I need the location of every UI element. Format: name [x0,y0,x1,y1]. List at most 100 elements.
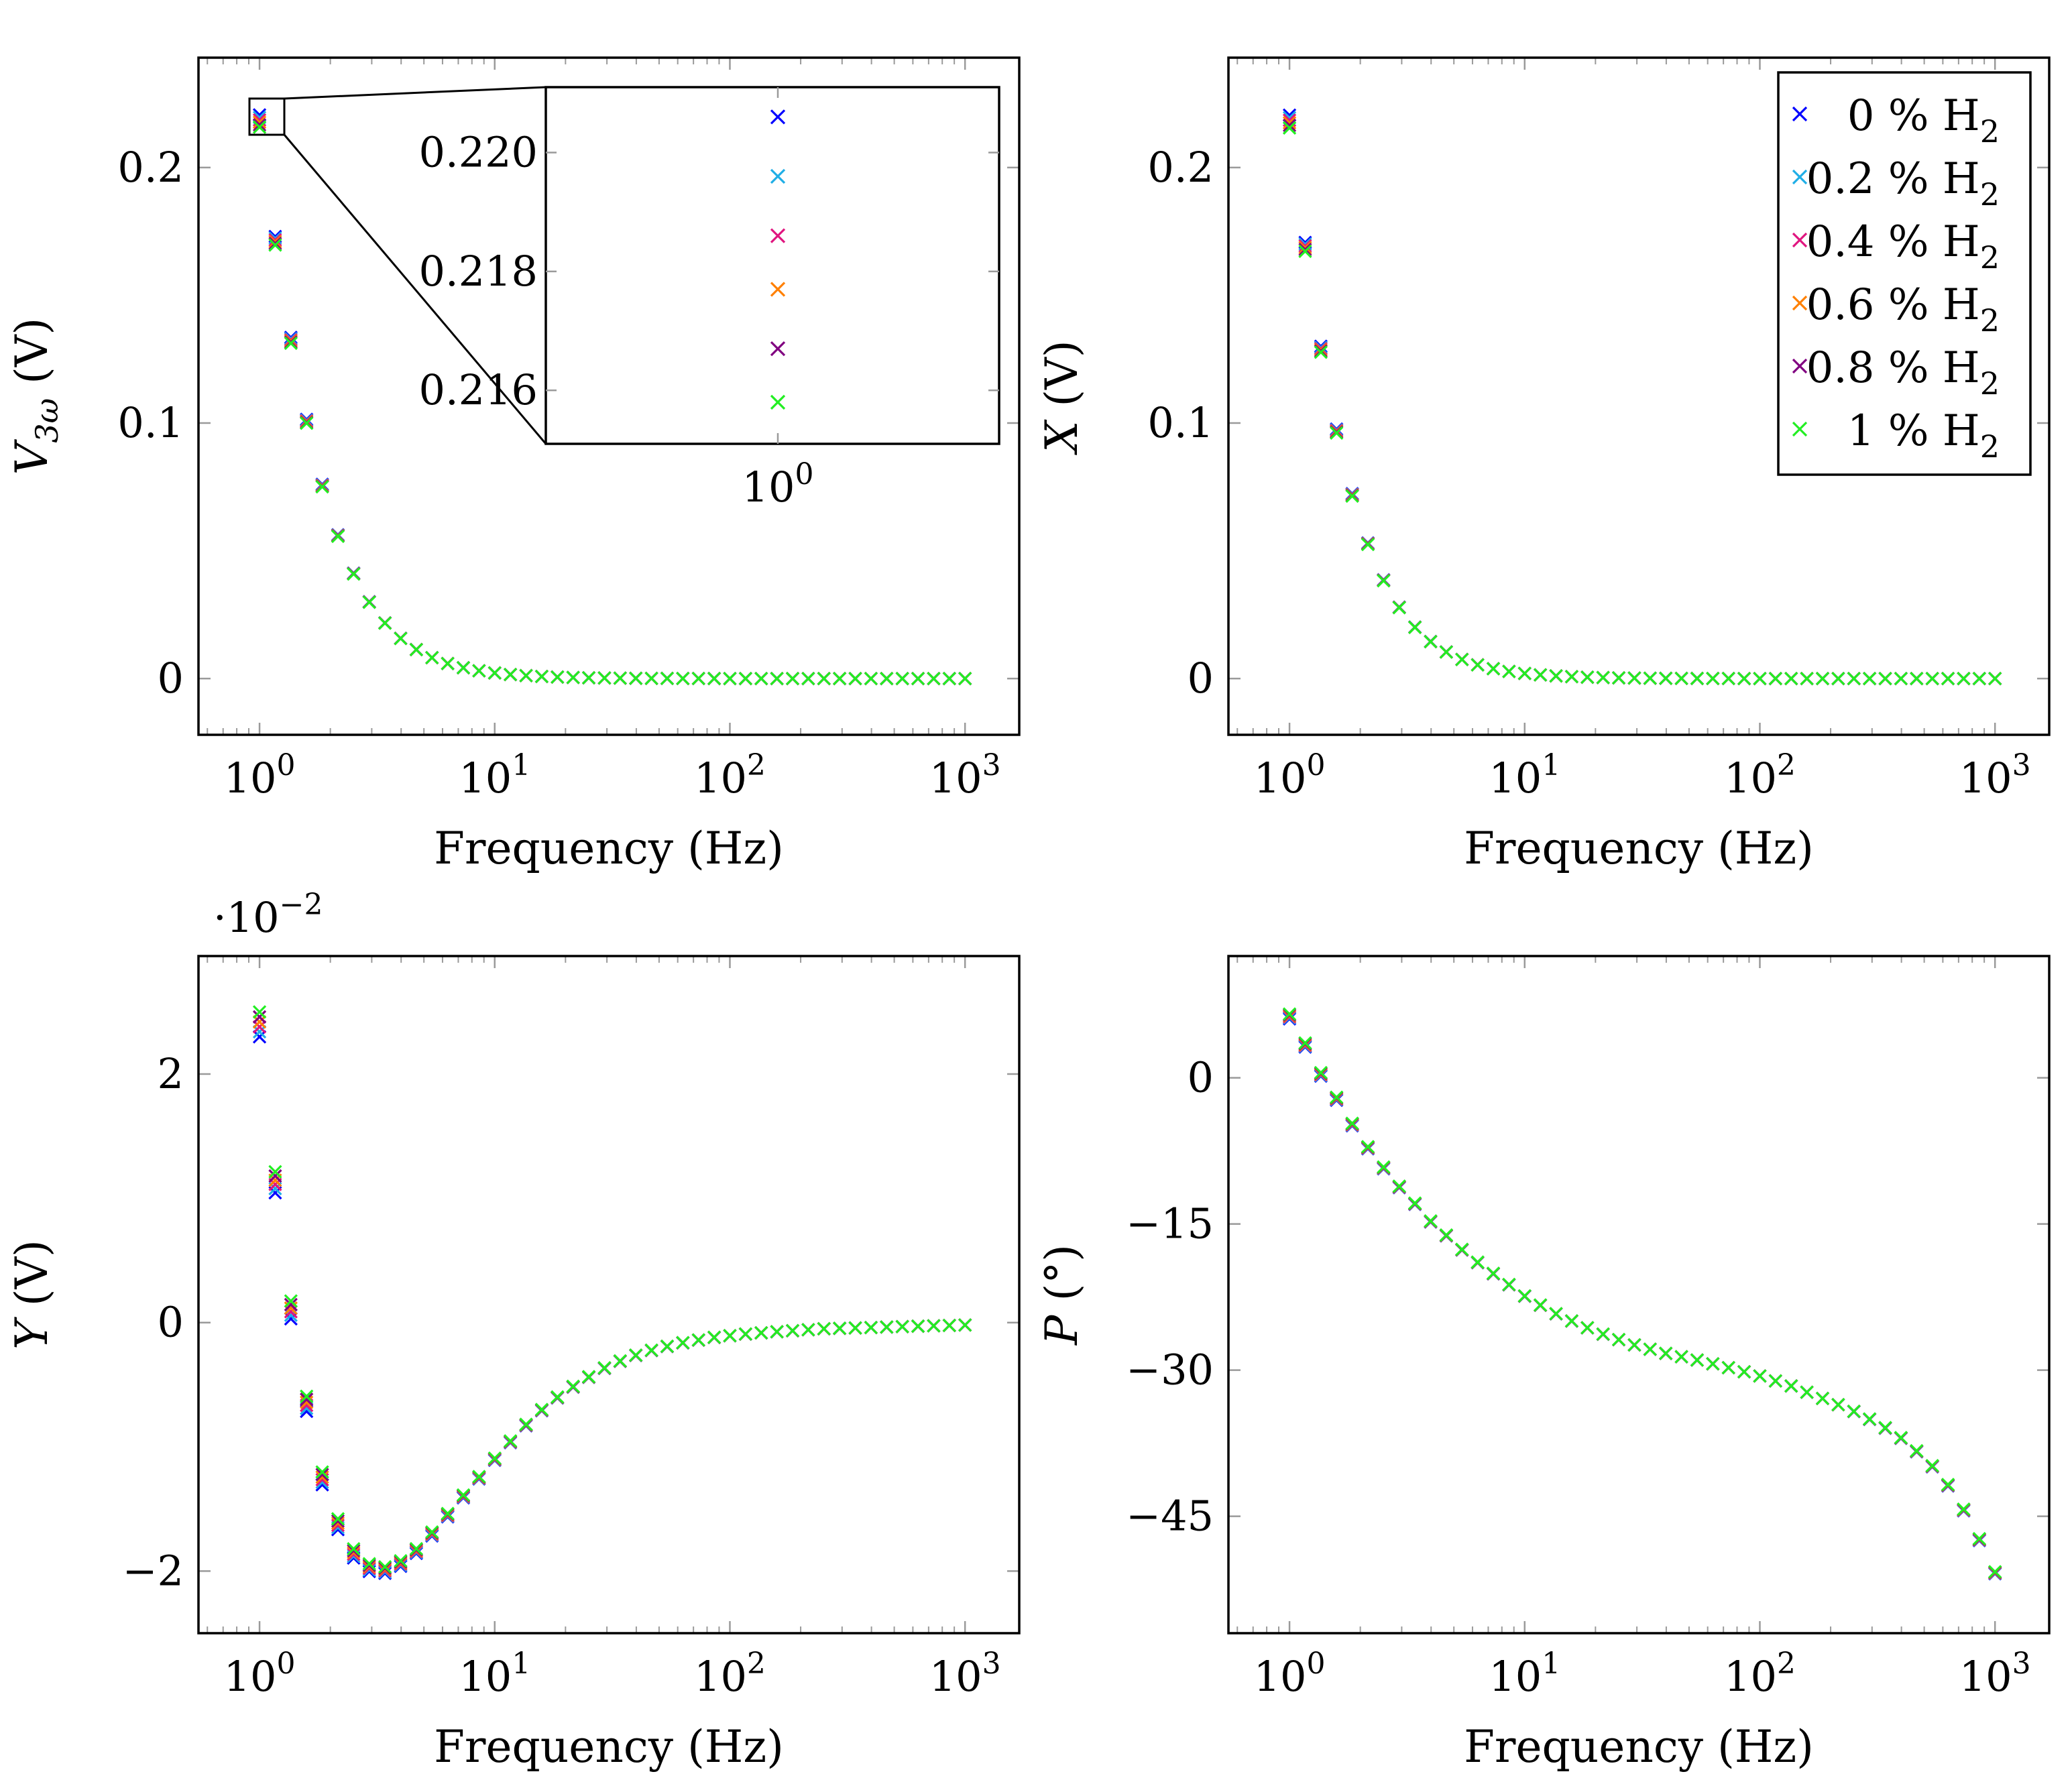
data-point [1534,1298,1548,1312]
plot-frame [197,56,1021,736]
data-point [1753,1369,1767,1383]
data-point [1643,1342,1657,1356]
data-point [1534,668,1548,682]
data-point [1439,645,1453,659]
inset-y-tick-label: 0.216 [419,365,538,414]
series-1-H2 [1282,1007,2002,1579]
inset-data-point [770,109,786,125]
data-point [1455,652,1469,666]
legend-label: 0 % H2 [1847,91,2000,150]
data-point [1455,1242,1469,1256]
data-point [1486,662,1501,676]
data-point [1407,620,1422,634]
data-point [801,1323,815,1337]
data-point [676,671,690,686]
data-point [1706,1357,1720,1371]
inset-frame [544,86,1000,445]
data-point [1627,1338,1642,1352]
data-point [1690,671,1705,686]
legend-item: 0 % H2 [1792,91,2000,150]
data-point [347,1543,361,1558]
y-tick-label: 0 [1188,1053,1214,1102]
zoom-inset: 0.216 0.218 0.220 100 [248,86,1000,512]
data-point [1831,672,1845,686]
data-point [1471,658,1485,672]
data-point [268,233,282,247]
y-tick-label: −45 [1126,1492,1214,1541]
legend-label: 1 % H2 [1847,406,2000,465]
data-point [284,1294,298,1308]
data-point [566,1379,580,1393]
data-point [1471,1255,1485,1269]
data-point [864,672,878,686]
data-point [1392,1179,1406,1193]
data-point [268,1165,282,1179]
data-point [252,1020,267,1034]
data-point [409,1541,423,1556]
data-point [817,1321,831,1336]
data-point [1659,671,1673,685]
legend-label: 0.8 % H2 [1806,343,2000,402]
data-point [1706,671,1720,686]
data-point [660,671,675,686]
y-tick-label: 0 [158,1298,184,1347]
y-tick-label: 0 [158,654,184,703]
data-point [252,1005,267,1019]
inset-data-point [770,228,786,243]
data-point [378,1559,392,1574]
data-point [1282,116,1297,130]
data-point [347,1547,361,1561]
data-point [644,1343,658,1358]
data-series-group [1282,1007,2002,1581]
data-point [300,1389,314,1403]
data-point [252,115,267,129]
data-point [1674,1350,1688,1364]
data-point [1282,121,1297,135]
data-point [1580,1321,1595,1335]
data-point [1941,672,1955,686]
y-axis-label: V3ω (V) [6,318,65,475]
legend-box [1777,71,2032,476]
data-point [331,529,345,544]
plot-frame [1227,56,2051,736]
data-point [331,1516,345,1531]
data-point [958,672,972,686]
data-point [1627,671,1642,685]
y-axis-label: P (°) [1036,1244,1088,1346]
x-axis-label: Frequency (Hz) [434,1721,784,1773]
data-point [1925,1458,1939,1473]
data-point [1298,244,1312,258]
data-point [613,671,627,685]
data-point [1847,672,1861,686]
data-point [1392,601,1406,615]
y-tick-label: 0.2 [117,143,184,192]
data-point [252,1015,267,1029]
data-point [1863,1412,1877,1426]
data-point [378,616,392,630]
data-point [1910,672,1924,686]
data-point [895,1319,909,1334]
data-point [472,1470,486,1484]
y-tick-label: −30 [1126,1346,1214,1395]
data-point [347,1542,361,1556]
data-point [911,672,925,686]
data-point [1517,666,1532,680]
legend-label: 0.6 % H2 [1806,280,2000,339]
data-point [284,336,298,351]
data-point [1564,1314,1579,1328]
legend-marker [1792,358,1808,374]
data-point [252,1030,267,1044]
data-point [1768,671,1782,686]
data-point [738,671,752,686]
inset-data-point [770,394,786,410]
y-tick-label: −15 [1126,1199,1214,1248]
data-point [1847,1404,1861,1419]
data-point [1361,537,1375,552]
data-point [848,1321,862,1335]
data-point [613,1354,627,1368]
data-point [801,672,815,686]
data-point [1330,426,1344,440]
data-point [1314,345,1328,359]
data-point [1596,1327,1610,1342]
